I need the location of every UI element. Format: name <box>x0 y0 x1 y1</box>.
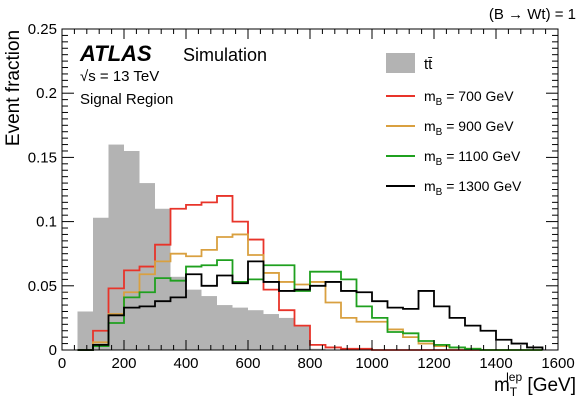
ttbar-bin <box>264 314 280 350</box>
region-label: Signal Region <box>80 91 173 108</box>
legend-label-1: mB = 900 GeV <box>424 118 514 138</box>
ttbar-bin <box>217 305 233 350</box>
top-label: 𝒝(B → Wt) = 1 <box>489 6 576 23</box>
ttbar-bin <box>248 310 264 350</box>
y-tick-label: 0.25 <box>28 21 57 38</box>
ttbar-bin <box>155 209 171 350</box>
x-tick-label: 0 <box>58 355 66 372</box>
legend-label-ttbar: tt̄ <box>424 56 433 73</box>
legend-swatch-ttbar <box>386 53 415 73</box>
y-tick-label: 0 <box>49 342 57 359</box>
ttbar-bin <box>279 318 295 350</box>
ttbar-bin <box>109 145 125 350</box>
legend: tt̄ mB = 700 GeV mB = 900 GeV mB = 1100 GeV… <box>386 53 522 198</box>
y-tick-label: 0.05 <box>28 278 57 295</box>
x-tick-label: 1000 <box>355 355 388 372</box>
atlas-label: ATLAS <box>79 41 152 66</box>
x-tick-label: 600 <box>235 355 260 372</box>
y-tick-label: 0.1 <box>36 214 57 231</box>
legend-label-3: mB = 1300 GeV <box>424 178 522 198</box>
ttbar-bin <box>78 311 94 350</box>
x-tick-label: 200 <box>111 355 136 372</box>
energy-label: √s = 13 TeV <box>80 68 159 85</box>
simulation-label: Simulation <box>183 45 267 65</box>
ttbar-bin <box>295 326 311 350</box>
ttbar-bin <box>233 308 249 350</box>
y-tick-label: 0.15 <box>28 149 57 166</box>
legend-label-2: mB = 1100 GeV <box>424 148 521 168</box>
ttbar-histogram <box>78 145 326 350</box>
ttbar-bin <box>124 151 140 350</box>
x-tick-label: 400 <box>173 355 198 372</box>
ylabel: Event fraction <box>3 30 24 146</box>
x-tick-label: 800 <box>297 355 322 372</box>
y-tick-label: 0.2 <box>36 85 57 102</box>
xlabel: mTlep [GeV] <box>494 370 576 399</box>
ttbar-bin <box>202 296 218 350</box>
legend-label-0: mB = 700 GeV <box>424 88 514 108</box>
ttbar-bin <box>186 290 202 350</box>
x-tick-label: 1200 <box>417 355 450 372</box>
x-tick-label: 1600 <box>541 355 574 372</box>
ttbar-bin <box>171 277 187 350</box>
